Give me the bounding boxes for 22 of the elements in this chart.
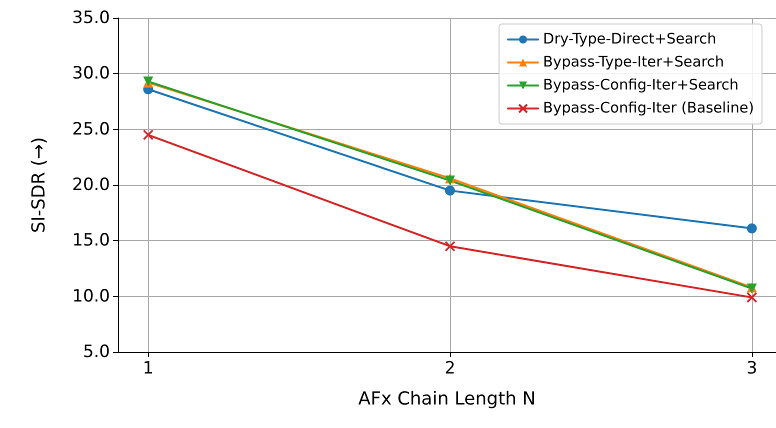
point (746, 292, 758, 303)
legend-label: Bypass-Config-Iter+Search (543, 78, 739, 94)
legend-label: Bypass-Config-Iter (Baseline) (543, 100, 754, 116)
point (445, 176, 456, 186)
y-tick-label: 5.0 (82, 342, 110, 362)
y-tick-label: 30.0 (72, 64, 110, 84)
point (445, 186, 456, 196)
point (746, 223, 757, 234)
x-axis-title: AFx Chain Length N (358, 388, 536, 410)
x-tick-label: 1 (142, 358, 154, 378)
y-tick-label: 35.0 (72, 8, 110, 28)
point (444, 240, 456, 252)
legend-label: Dry-Type-Direct+Search (543, 32, 716, 48)
point (142, 130, 154, 140)
y-tick-label: 25.0 (72, 119, 110, 140)
x-tick-label: 3 (746, 358, 758, 378)
y-tick-label: 10.0 (72, 286, 110, 306)
x-tick-label: 2 (444, 358, 456, 378)
y-tick-label: 15.0 (72, 230, 110, 251)
legend-label: Bypass-Type-Iter+Search (543, 54, 724, 70)
y-tick-label: 20.0 (72, 175, 110, 195)
y-axis-title: SI-SDR (→) (28, 137, 50, 233)
